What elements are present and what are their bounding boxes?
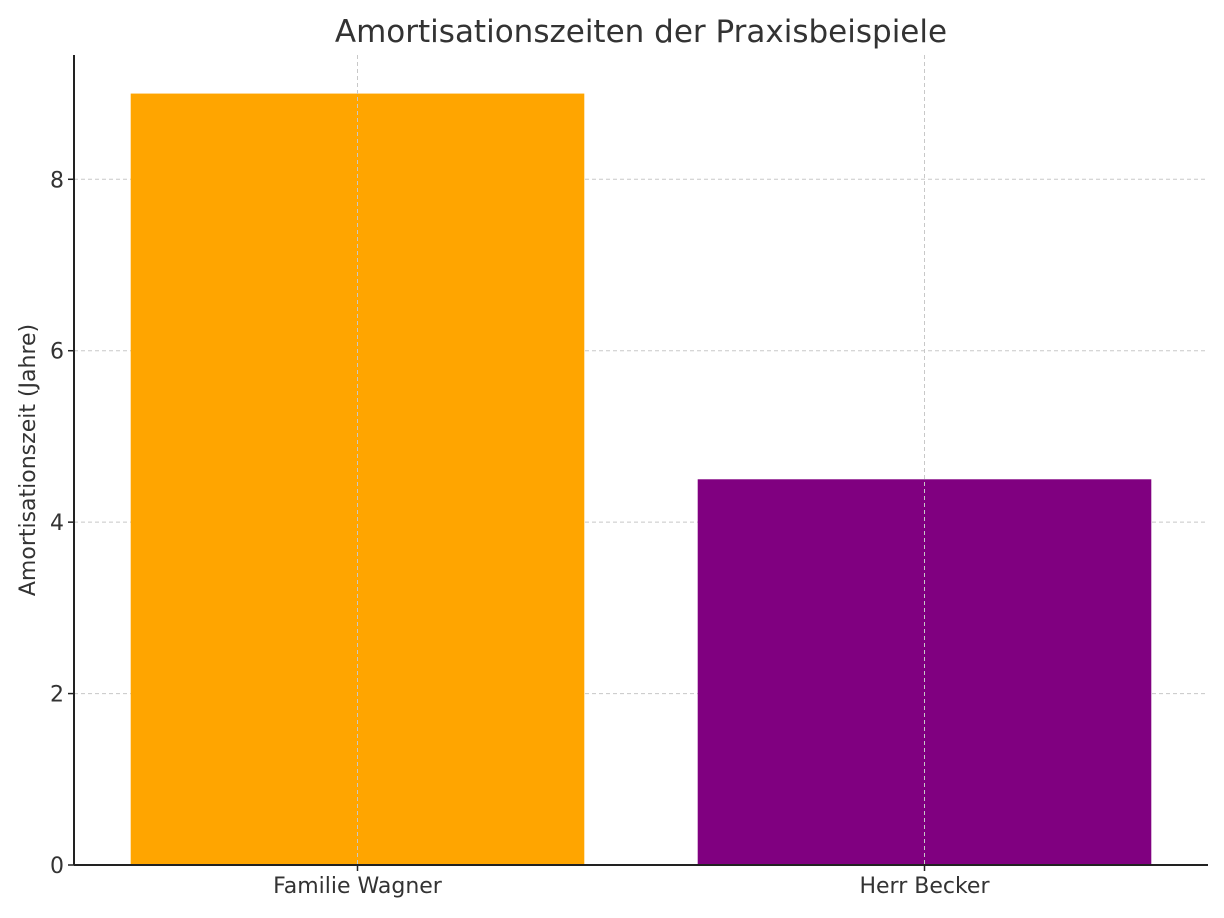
- y-tick-label: 2: [50, 683, 64, 708]
- y-axis-label: Amortisationszeit (Jahre): [16, 324, 41, 596]
- vertical-grid-lines: [357, 55, 925, 865]
- chart-title: Amortisationszeiten der Praxisbeispiele: [335, 14, 947, 50]
- x-ticks: Familie Wagner Herr Becker: [273, 865, 990, 899]
- y-tick-label: 4: [50, 511, 64, 536]
- y-ticks: 0 2 4 6 8: [50, 168, 74, 879]
- y-tick-label: 0: [50, 854, 64, 879]
- bars: [130, 93, 1152, 866]
- y-tick-label: 8: [50, 168, 64, 193]
- y-tick-label: 6: [50, 340, 64, 365]
- x-tick-label: Herr Becker: [859, 874, 990, 899]
- axes: [73, 55, 1208, 866]
- x-tick-label: Familie Wagner: [273, 874, 443, 899]
